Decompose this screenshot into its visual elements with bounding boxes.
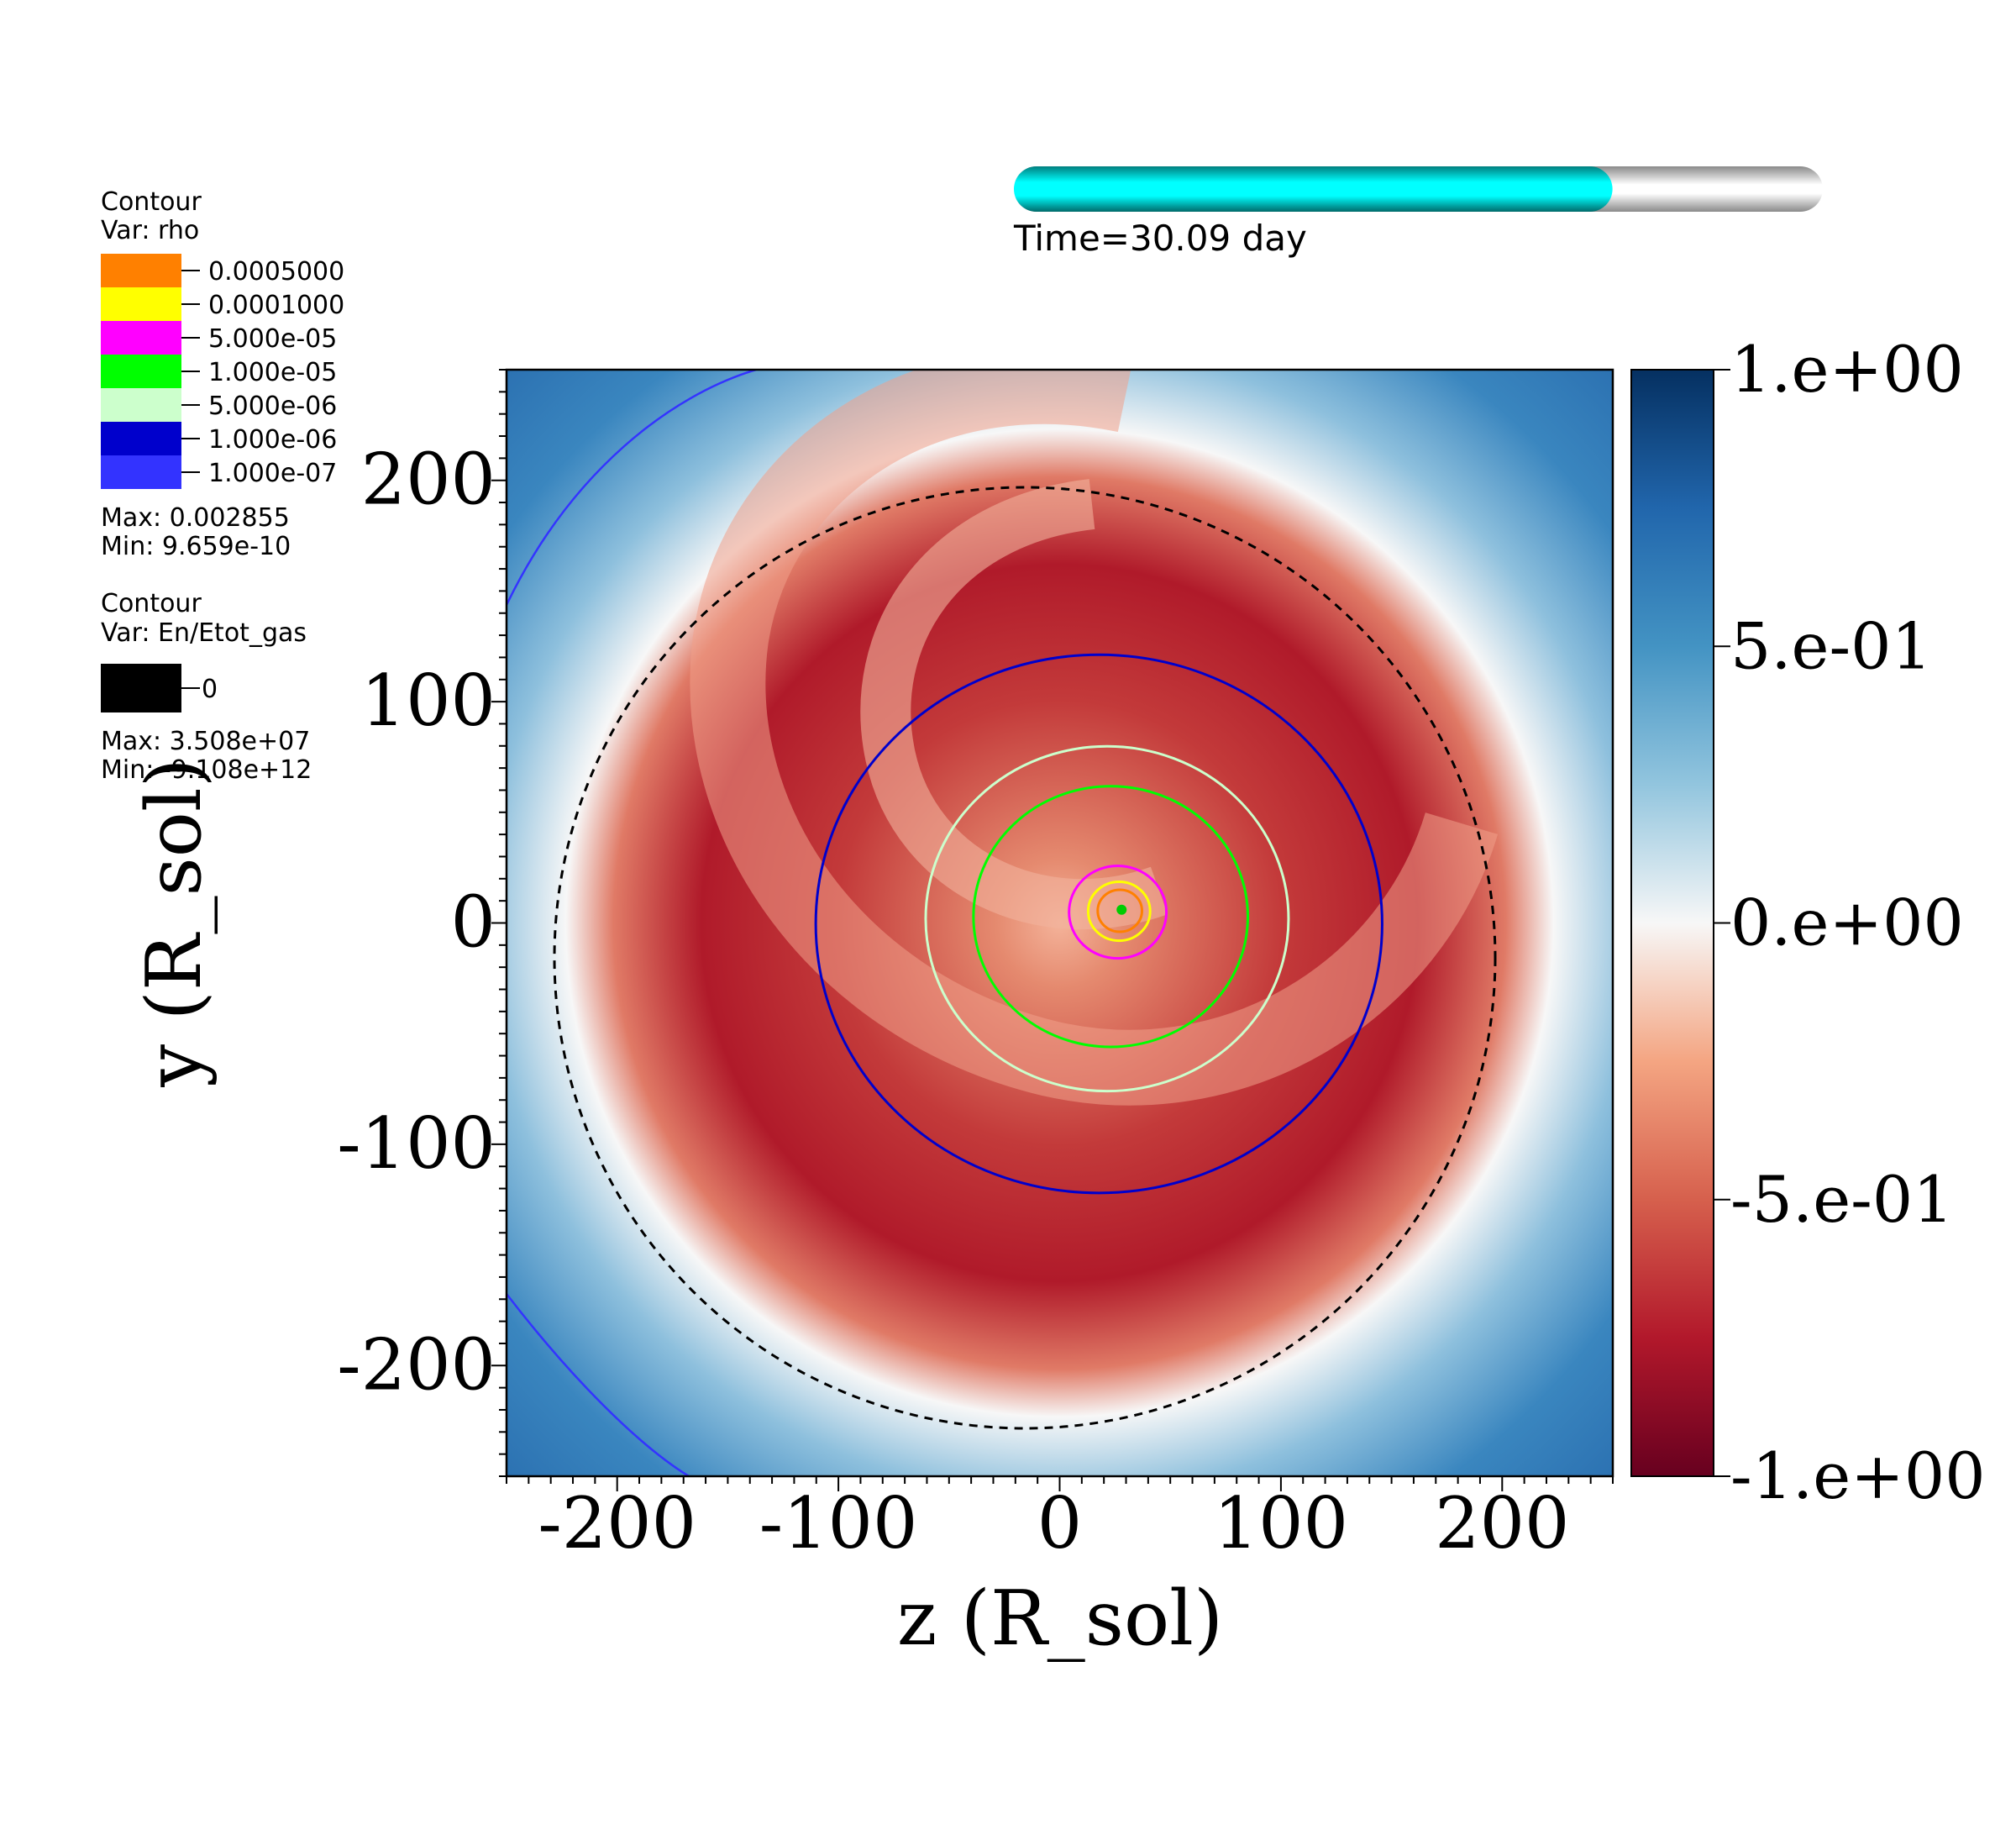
legend-rho-label: 0.0001000 bbox=[208, 291, 344, 320]
legend-rho-swatch bbox=[101, 321, 181, 355]
time-progress-bar: Time=30.09 day bbox=[1013, 166, 1823, 259]
legend-rho-label: 0.0005000 bbox=[208, 257, 344, 287]
legend-en-label: 0 bbox=[202, 675, 218, 704]
legend-en-min: Min: -9.108e+12 bbox=[101, 755, 312, 785]
y-tick-label: 200 bbox=[361, 439, 496, 521]
rho-contour bbox=[814, 653, 1383, 1195]
y-axis-label: y (R_sol) bbox=[130, 758, 218, 1088]
legend-rho: Contour Var: rho 0.0005000 0.0001000 5.000… bbox=[101, 187, 344, 561]
plot-area bbox=[507, 370, 1613, 1476]
colorbar-ticks: 1.e+00 5.e-01 0.e+00 -5.e-01 -1.e+00 bbox=[1714, 332, 1986, 1513]
legend-rho-title: Contour bbox=[101, 187, 202, 217]
legend-en-max: Max: 3.508e+07 bbox=[101, 727, 310, 756]
legend-rho-swatch bbox=[101, 355, 181, 388]
legend-rho-swatch bbox=[101, 455, 181, 489]
legend-rho-label: 5.000e-06 bbox=[208, 392, 337, 421]
colorbar-tick-label: -5.e-01 bbox=[1730, 1162, 1954, 1237]
colorbar-tick-label: 1.e+00 bbox=[1730, 332, 1964, 407]
y-tick-label: 100 bbox=[361, 660, 496, 742]
colorbar-tick-label: 5.e-01 bbox=[1730, 608, 1932, 683]
legend-rho-swatch bbox=[101, 422, 181, 455]
spiral-arm-inner bbox=[860, 479, 1168, 930]
legend-rho-label: 1.000e-07 bbox=[208, 459, 337, 488]
legend-rho-label: 5.000e-05 bbox=[208, 324, 337, 354]
legend-en-var: Var: En/Etot_gas bbox=[101, 618, 307, 648]
colorbar-tick-label: 0.e+00 bbox=[1730, 886, 1964, 960]
y-tick-label: -200 bbox=[337, 1323, 496, 1406]
legend-en-title: Contour bbox=[101, 589, 202, 618]
x-tick-label: 200 bbox=[1435, 1482, 1569, 1564]
rho-contour bbox=[924, 744, 1290, 1093]
rho-contour bbox=[1096, 888, 1143, 933]
x-axis-label: z (R_sol) bbox=[897, 1575, 1223, 1663]
x-tick-label: 100 bbox=[1214, 1482, 1348, 1564]
x-tick-label: -100 bbox=[759, 1482, 918, 1564]
spiral-arm-outer bbox=[690, 370, 1499, 1106]
rho-contour bbox=[1086, 881, 1152, 943]
energy-zero-contour bbox=[553, 486, 1497, 1430]
time-label: Time=30.09 day bbox=[1013, 218, 1307, 259]
rho-contour-1e-07-lower bbox=[507, 1293, 690, 1476]
legend-rho-swatch bbox=[101, 388, 181, 422]
legend-rho-label: 1.000e-05 bbox=[208, 358, 337, 387]
colorbar bbox=[1630, 369, 1714, 1477]
colorbar-tick-label: -1.e+00 bbox=[1730, 1438, 1986, 1513]
legend-rho-var: Var: rho bbox=[101, 216, 199, 245]
legend-rho-max: Max: 0.002855 bbox=[101, 503, 290, 533]
core-marker bbox=[1116, 904, 1127, 915]
time-bar-fill bbox=[1014, 166, 1613, 212]
legend-rho-min: Min: 9.659e-10 bbox=[101, 532, 291, 561]
rho-contour-1e-07 bbox=[507, 370, 757, 606]
y-tick-label: -100 bbox=[337, 1102, 496, 1185]
legend-rho-swatch bbox=[101, 254, 181, 287]
legend-rho-swatch bbox=[101, 287, 181, 321]
x-axis: -200 -100 0 100 200 bbox=[506, 1476, 1614, 1564]
y-tick-label: 0 bbox=[451, 881, 496, 964]
legend-en-swatch bbox=[101, 664, 181, 712]
legend-en: Contour Var: En/Etot_gas 0 Max: 3.508e+0… bbox=[101, 589, 312, 785]
y-axis: 200 100 0 -100 -200 bbox=[337, 369, 507, 1477]
legend-rho-label: 1.000e-06 bbox=[208, 425, 337, 455]
rho-contour bbox=[1068, 865, 1168, 960]
rho-contour bbox=[972, 785, 1249, 1049]
x-tick-label: -200 bbox=[538, 1482, 696, 1564]
x-tick-label: 0 bbox=[1037, 1482, 1082, 1564]
